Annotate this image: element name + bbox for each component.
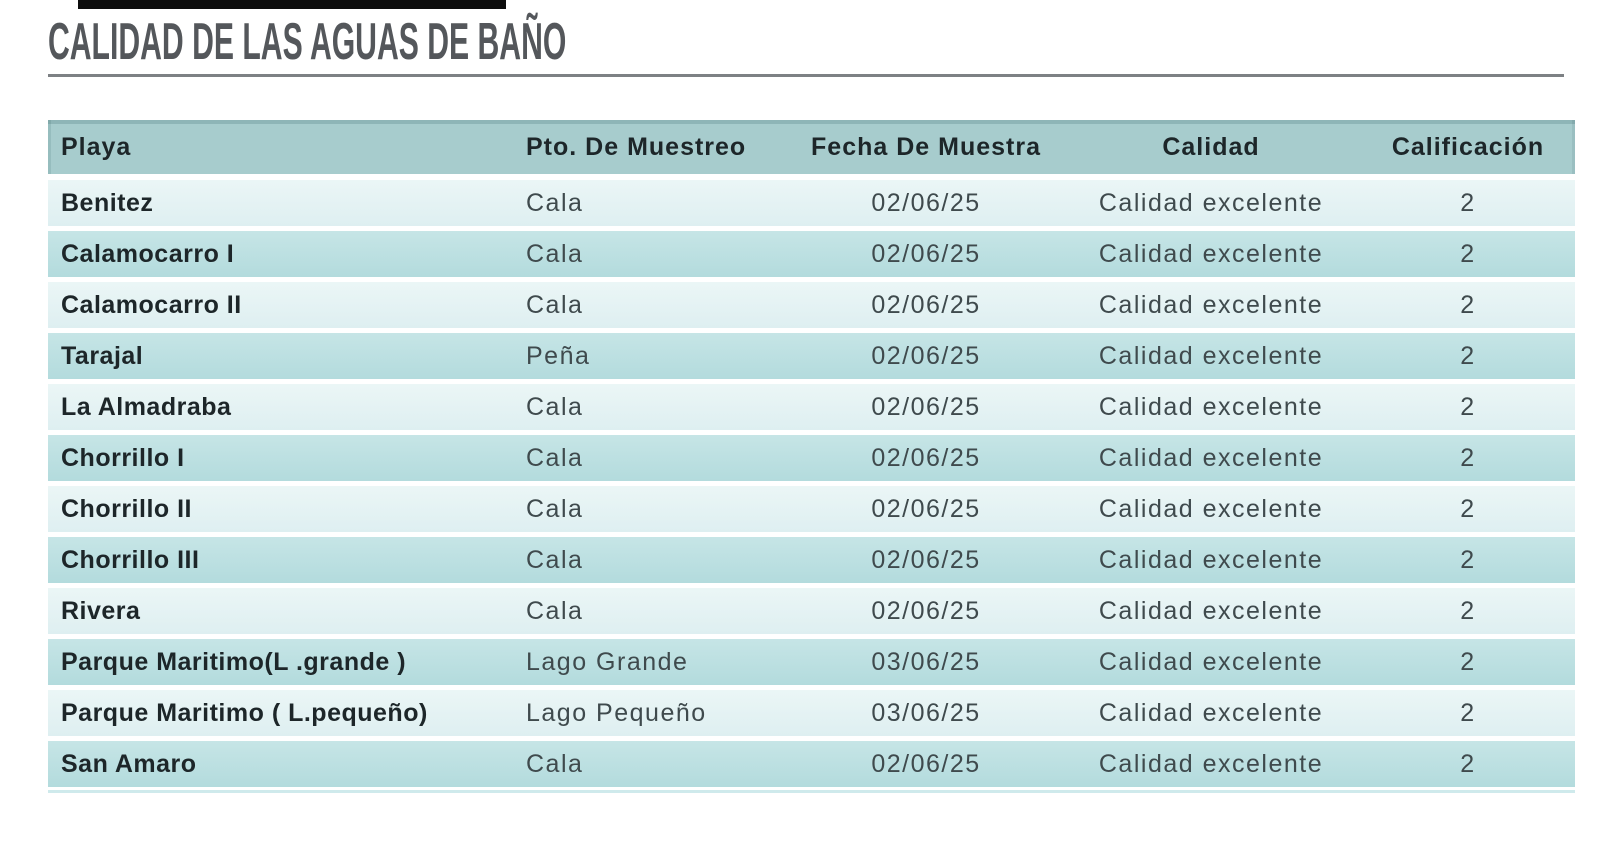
table-row: La Almadraba Cala 02/06/25 Calidad excelent…: [48, 384, 1575, 430]
cell-calificacion: 2: [1460, 392, 1476, 421]
cell-playa: Rivera: [61, 596, 141, 625]
cell-calificacion: 2: [1460, 239, 1476, 268]
header-cell-calificacion: Calificación: [1391, 132, 1545, 161]
cell-playa: Calamocarro II: [61, 290, 242, 319]
table-row: Chorrillo I Cala 02/06/25 Calidad excelente…: [48, 435, 1575, 481]
page-title: CALIDAD DE LAS AGUAS DE BAÑO: [48, 13, 567, 71]
cell-playa: Parque Maritimo ( L.pequeño): [61, 698, 428, 727]
cell-playa: Chorrillo I: [61, 443, 185, 472]
table-row: Tarajal Peña 02/06/25 Calidad excelente 2: [48, 333, 1575, 379]
water-quality-table: Playa Pto. De Muestreo Fecha De Muestra Cal…: [48, 120, 1575, 793]
table-row: Chorrillo II Cala 02/06/25 Calidad excelent…: [48, 486, 1575, 532]
cell-calificacion: 2: [1460, 698, 1476, 727]
cell-punto: Cala: [526, 443, 584, 472]
top-crop-bar: [78, 0, 506, 9]
cell-fecha: 03/06/25: [871, 647, 981, 676]
cell-punto: Cala: [526, 494, 584, 523]
cell-playa: Tarajal: [61, 341, 144, 370]
cell-fecha: 02/06/25: [871, 290, 981, 319]
cell-punto: Cala: [526, 392, 584, 421]
cell-calificacion: 2: [1460, 290, 1476, 319]
cell-calidad: Calidad excelente: [1098, 188, 1324, 217]
cell-calidad: Calidad excelente: [1098, 545, 1324, 574]
cell-calidad: Calidad excelente: [1098, 290, 1324, 319]
cell-punto: Peña: [526, 341, 591, 370]
cell-playa: San Amaro: [61, 749, 197, 778]
cell-playa: Chorrillo III: [61, 545, 200, 574]
cell-calidad: Calidad excelente: [1098, 494, 1324, 523]
table-row: Calamocarro II Cala 02/06/25 Calidad excele…: [48, 282, 1575, 328]
cell-punto: Cala: [526, 290, 584, 319]
cell-calidad: Calidad excelente: [1098, 596, 1324, 625]
cell-fecha: 03/06/25: [871, 698, 981, 727]
cell-calificacion: 2: [1460, 188, 1476, 217]
header-cell-playa: Playa: [61, 132, 132, 161]
cell-calidad: Calidad excelente: [1098, 647, 1324, 676]
cell-fecha: 02/06/25: [871, 443, 981, 472]
cell-calidad: Calidad excelente: [1098, 749, 1324, 778]
cell-fecha: 02/06/25: [871, 392, 981, 421]
cell-playa: Parque Maritimo(L .grande ): [61, 647, 407, 676]
cell-calificacion: 2: [1460, 647, 1476, 676]
table-row: San Amaro Cala 02/06/25 Calidad excelente 2: [48, 741, 1575, 787]
cell-punto: Lago Pequeño: [526, 698, 707, 727]
table-bottom-edge: [48, 790, 1575, 793]
cell-punto: Lago Grande: [526, 647, 689, 676]
cell-playa: Benitez: [61, 188, 154, 217]
table-row: Parque Maritimo(L .grande ) Lago Grande 03…: [48, 639, 1575, 685]
table-row: Chorrillo III Cala 02/06/25 Calidad excelen…: [48, 537, 1575, 583]
cell-calificacion: 2: [1460, 596, 1476, 625]
cell-fecha: 02/06/25: [871, 545, 981, 574]
cell-punto: Cala: [526, 545, 584, 574]
cell-calidad: Calidad excelente: [1098, 239, 1324, 268]
table-row: Rivera Cala 02/06/25 Calidad excelente 2: [48, 588, 1575, 634]
title-underline: [48, 74, 1564, 77]
table-row: Parque Maritimo ( L.pequeño) Lago Pequeño…: [48, 690, 1575, 736]
header-cell-fecha: Fecha De Muestra: [811, 132, 1041, 161]
header-cell-punto: Pto. De Muestreo: [526, 132, 747, 161]
cell-calificacion: 2: [1460, 545, 1476, 574]
cell-fecha: 02/06/25: [871, 239, 981, 268]
cell-calidad: Calidad excelente: [1098, 341, 1324, 370]
cell-fecha: 02/06/25: [871, 596, 981, 625]
table-body: Benitez Cala 02/06/25 Calidad excelente 2 Cal…: [48, 180, 1575, 787]
cell-playa: La Almadraba: [61, 392, 232, 421]
cell-calificacion: 2: [1460, 494, 1476, 523]
cell-calificacion: 2: [1460, 341, 1476, 370]
header-cell-calidad: Calidad: [1162, 132, 1260, 161]
cell-calificacion: 2: [1460, 443, 1476, 472]
cell-calidad: Calidad excelente: [1098, 443, 1324, 472]
cell-calificacion: 2: [1460, 749, 1476, 778]
cell-punto: Cala: [526, 188, 584, 217]
table-row: Benitez Cala 02/06/25 Calidad excelente 2: [48, 180, 1575, 226]
cell-fecha: 02/06/25: [871, 188, 981, 217]
cell-playa: Calamocarro I: [61, 239, 235, 268]
cell-punto: Cala: [526, 596, 584, 625]
table-row: Calamocarro I Cala 02/06/25 Calidad excelen…: [48, 231, 1575, 277]
cell-fecha: 02/06/25: [871, 494, 981, 523]
cell-punto: Cala: [526, 749, 584, 778]
table-header-row: Playa Pto. De Muestreo Fecha De Muestra Cal…: [48, 120, 1575, 174]
cell-calidad: Calidad excelente: [1098, 698, 1324, 727]
cell-fecha: 02/06/25: [871, 749, 981, 778]
cell-fecha: 02/06/25: [871, 341, 981, 370]
cell-punto: Cala: [526, 239, 584, 268]
cell-calidad: Calidad excelente: [1098, 392, 1324, 421]
cell-playa: Chorrillo II: [61, 494, 192, 523]
